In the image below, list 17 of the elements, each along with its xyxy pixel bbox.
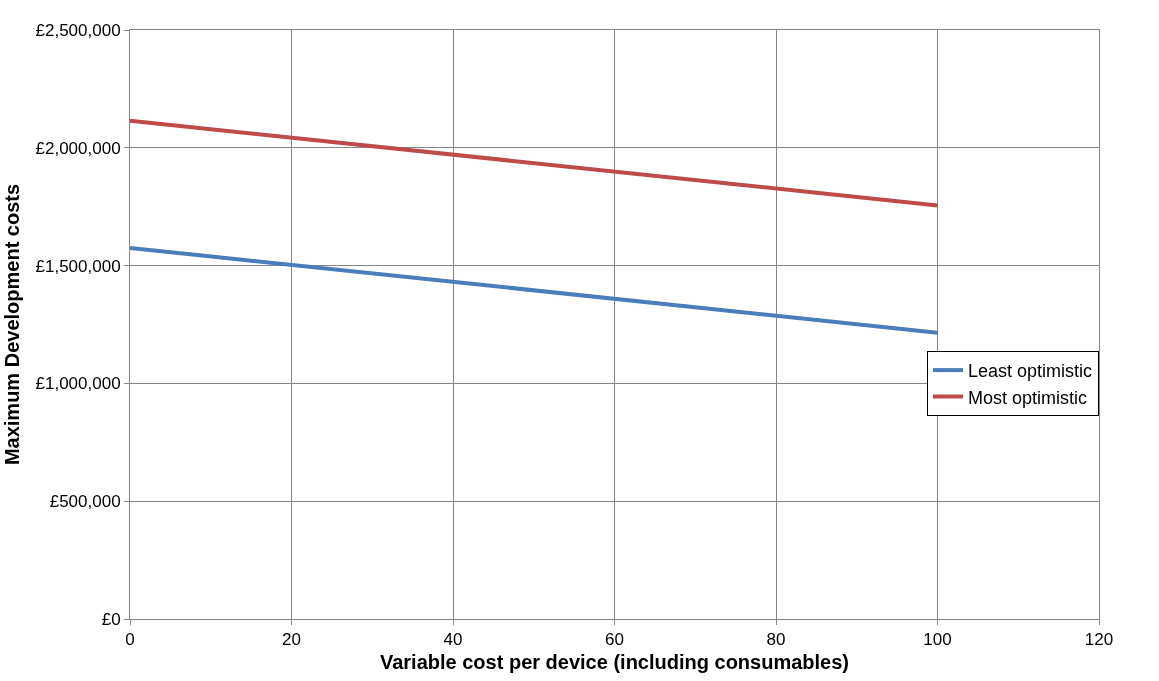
y-tick-label: £0 [101, 609, 121, 629]
legend-label: Least optimistic [968, 361, 1093, 382]
y-tick-label: £2,000,000 [35, 138, 121, 158]
legend-label: Most optimistic [968, 387, 1088, 408]
y-tick-label: £1,500,000 [35, 256, 121, 276]
x-tick-label: 40 [443, 630, 463, 650]
y-tick-label: £500,000 [49, 492, 121, 512]
x-tick-label: 60 [605, 630, 624, 650]
y-tick-label: £1,000,000 [35, 374, 121, 394]
x-tick-label: 100 [923, 630, 952, 650]
x-tick-label: 80 [766, 630, 786, 650]
x-tick-label: 20 [282, 630, 301, 650]
y-axis-title: Maximum Development costs [1, 183, 24, 466]
y-tick-label: £2,500,000 [35, 20, 121, 40]
x-tick-label: 120 [1084, 630, 1114, 650]
x-tick-label: 0 [125, 630, 135, 650]
x-axis-title: Variable cost per device (including consumables) [379, 650, 850, 673]
